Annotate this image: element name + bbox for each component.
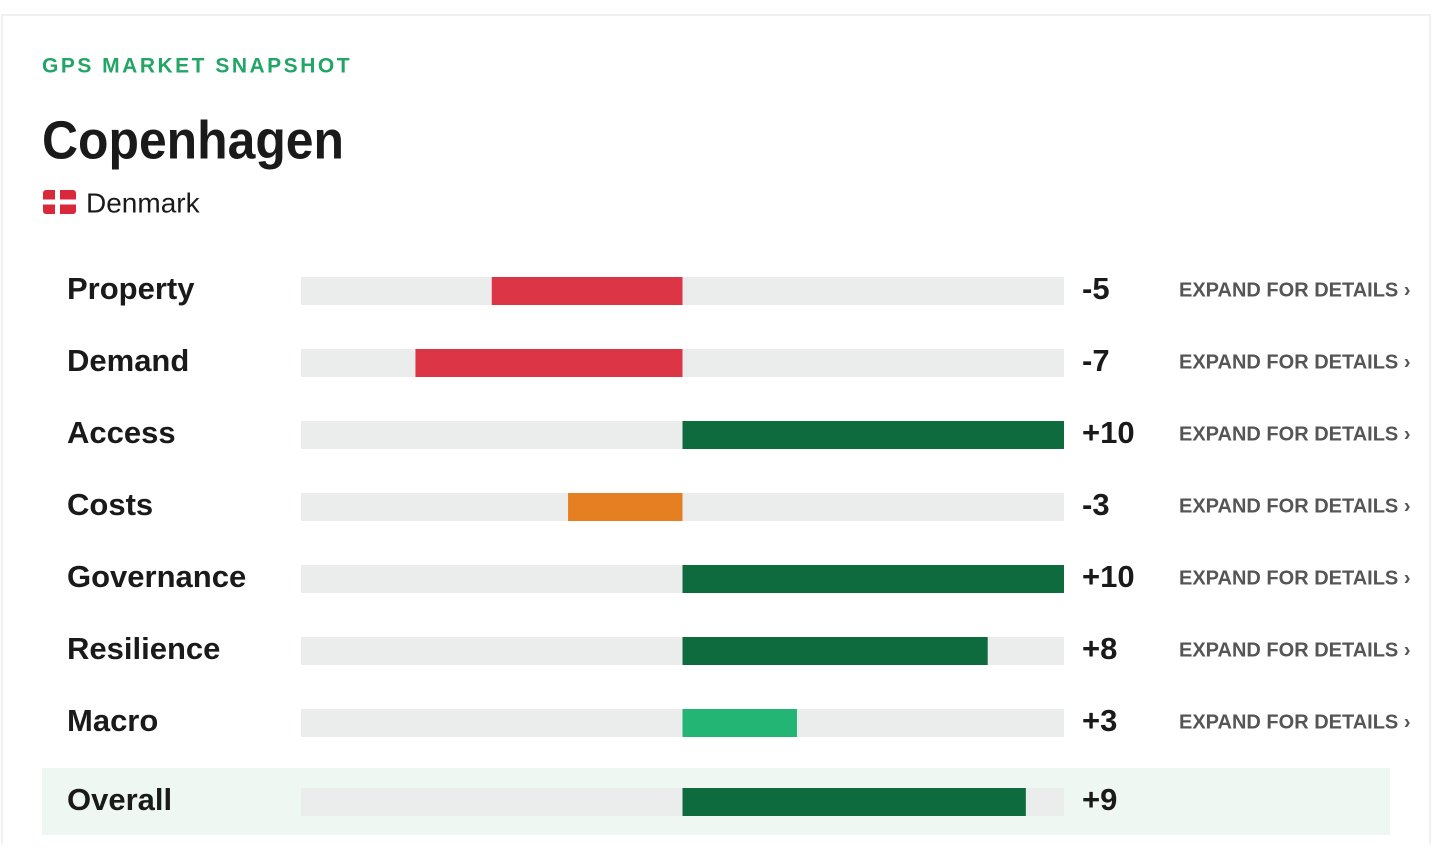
expand-link[interactable]: EXPAND FOR DETAILS › xyxy=(1179,711,1410,733)
expand-link[interactable]: EXPAND FOR DETAILS › xyxy=(1179,639,1410,661)
country: Denmark xyxy=(86,187,201,218)
category-label: Resilience xyxy=(67,631,220,666)
bar xyxy=(491,277,683,305)
category-label: Governance xyxy=(67,559,246,594)
value-label: +10 xyxy=(1082,559,1135,594)
expand-link[interactable]: EXPAND FOR DETAILS › xyxy=(1179,351,1410,373)
category-label: Access xyxy=(67,415,176,450)
expand-link[interactable]: EXPAND FOR DETAILS › xyxy=(1179,495,1410,517)
category-label: Property xyxy=(67,271,195,306)
value-label: -7 xyxy=(1082,343,1110,378)
category-label: Demand xyxy=(67,343,189,378)
flag xyxy=(43,190,76,214)
category-label: Macro xyxy=(67,703,158,738)
bar xyxy=(682,421,1064,449)
eyebrow: GPS MARKET SNAPSHOT xyxy=(42,55,352,78)
category-label: Overall xyxy=(67,782,172,817)
city-title: Copenhagen xyxy=(42,110,344,170)
expand-link[interactable]: EXPAND FOR DETAILS › xyxy=(1179,567,1410,589)
value-label: +8 xyxy=(1082,631,1117,666)
value-label: +3 xyxy=(1082,703,1117,738)
bar xyxy=(568,493,683,521)
value-label: +10 xyxy=(1082,415,1135,450)
expand-link[interactable]: EXPAND FOR DETAILS › xyxy=(1179,279,1410,301)
expand-link[interactable]: EXPAND FOR DETAILS › xyxy=(1179,423,1410,445)
value-label: +9 xyxy=(1082,782,1117,817)
value-label: -5 xyxy=(1082,271,1110,306)
bar xyxy=(682,709,797,737)
category-label: Costs xyxy=(67,487,153,522)
bar xyxy=(415,349,683,377)
bar xyxy=(682,565,1064,593)
value-label: -3 xyxy=(1082,487,1110,522)
bar xyxy=(682,637,988,665)
bar xyxy=(682,788,1026,816)
